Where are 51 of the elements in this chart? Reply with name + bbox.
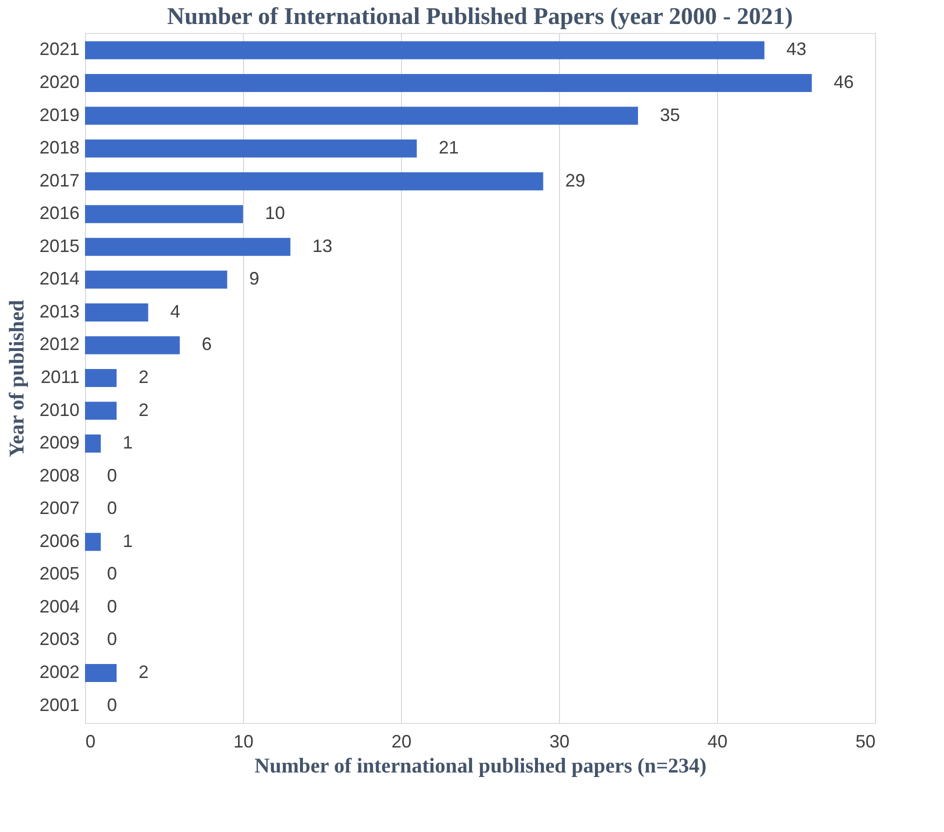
- y-tick-label: 2001: [39, 694, 80, 715]
- data-label: 1: [122, 432, 133, 453]
- data-label: 0: [107, 596, 118, 616]
- y-tick-label: 2021: [39, 39, 80, 60]
- data-label: 0: [107, 629, 118, 650]
- data-label: 9: [249, 268, 260, 289]
- y-tick-label: 2009: [39, 432, 80, 453]
- data-label: 0: [107, 465, 118, 486]
- data-label: 21: [438, 138, 459, 158]
- data-label: 6: [202, 334, 212, 354]
- y-tick-label: 2006: [39, 530, 80, 551]
- x-tick-label: 30: [549, 732, 570, 752]
- chart-title: Number of International Published Papers (year 2000 - 2021): [167, 4, 793, 30]
- y-tick-label: 2013: [39, 301, 80, 322]
- data-label: 0: [107, 498, 118, 518]
- data-label: 1: [122, 530, 133, 551]
- x-tick-label: 0: [86, 732, 96, 752]
- x-tick-label: 50: [855, 732, 876, 752]
- y-tick-label: 2007: [39, 498, 80, 518]
- y-tick-label: 2011: [40, 367, 80, 387]
- data-label: 2: [138, 400, 149, 420]
- data-label: 0: [107, 564, 118, 584]
- y-tick-label: 2010: [39, 400, 80, 420]
- y-tick-label: 2002: [39, 662, 80, 682]
- y-tick-label: 2015: [39, 236, 80, 256]
- data-label: 2: [138, 662, 149, 682]
- x-tick-label: 20: [391, 732, 412, 752]
- x-tick-label: 40: [707, 732, 728, 752]
- data-label: 46: [834, 72, 854, 92]
- x-tick-label: 10: [233, 732, 254, 752]
- data-label: 13: [312, 236, 332, 256]
- y-tick-label: 2012: [39, 334, 80, 354]
- y-tick-label: 2008: [39, 465, 80, 486]
- y-tick-label: 2014: [39, 268, 80, 289]
- y-tick-label: 2003: [39, 629, 80, 650]
- data-label: 29: [565, 170, 586, 190]
- data-label: 43: [786, 39, 806, 60]
- data-label: 4: [170, 301, 180, 322]
- y-tick-label: 2017: [39, 170, 80, 190]
- x-axis-title: Number of international published papers (n=234): [254, 754, 707, 778]
- y-tick-label: 2020: [39, 72, 80, 92]
- y-tick-label: 2019: [39, 104, 80, 125]
- y-axis-title: Year of published: [4, 300, 28, 458]
- y-tick-label: 2004: [39, 596, 80, 616]
- data-label: 10: [265, 203, 286, 224]
- y-tick-label: 2018: [39, 138, 80, 158]
- y-tick-label: 2005: [39, 564, 80, 584]
- data-label: 35: [660, 104, 680, 125]
- data-label: 0: [107, 694, 118, 715]
- data-label: 2: [138, 367, 149, 387]
- y-tick-label: 2016: [39, 203, 80, 224]
